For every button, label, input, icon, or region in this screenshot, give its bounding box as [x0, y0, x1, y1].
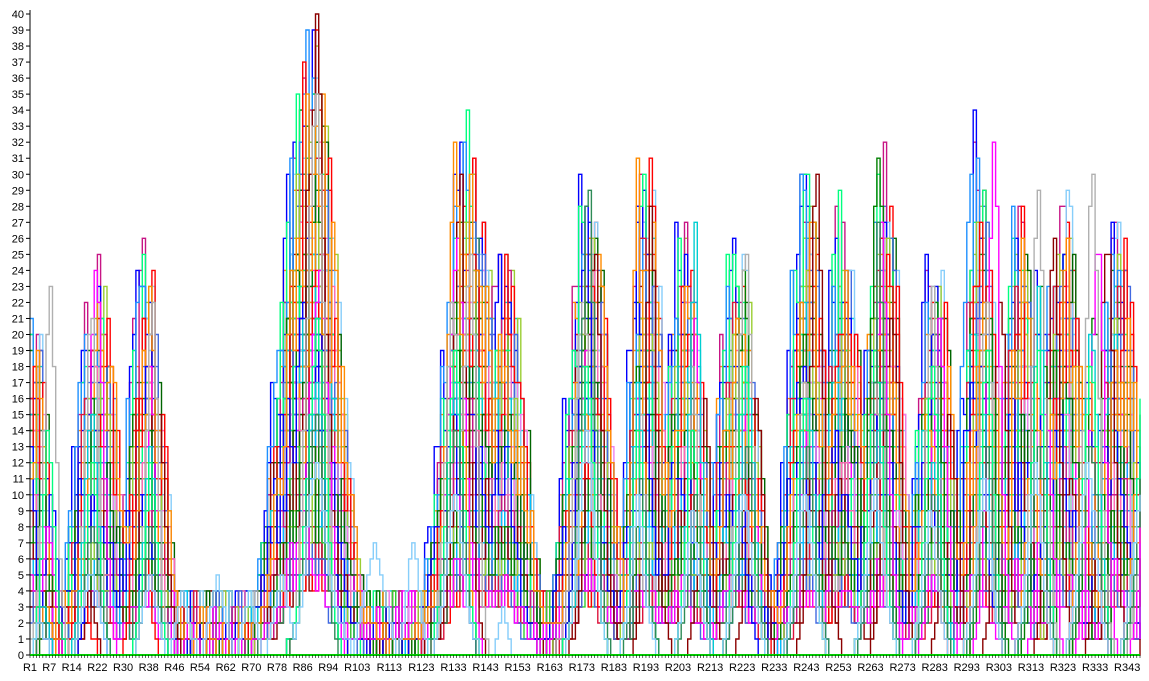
x-tick-label: R153	[504, 662, 530, 674]
y-tick-label: 13	[12, 442, 24, 454]
y-tick-label: 37	[12, 57, 24, 69]
y-tick-label: 24	[12, 265, 24, 277]
y-tick-label: 4	[18, 586, 24, 598]
axis-layer: 0123456789101112131415161718192021222324…	[12, 9, 1141, 674]
x-tick-label: R203	[665, 662, 691, 674]
x-tick-label: R273	[889, 662, 915, 674]
y-tick-label: 40	[12, 9, 24, 21]
x-tick-label: R323	[1050, 662, 1076, 674]
x-tick-label: R30	[113, 662, 133, 674]
x-tick-label: R62	[216, 662, 236, 674]
y-tick-label: 11	[13, 474, 24, 486]
y-tick-label: 29	[12, 185, 24, 197]
x-tick-label: R253	[825, 662, 851, 674]
y-tick-label: 25	[12, 249, 24, 261]
x-tick-label: R163	[537, 662, 563, 674]
x-tick-label: R46	[164, 662, 184, 674]
x-tick-label: R86	[293, 662, 313, 674]
x-tick-label: R173	[569, 662, 595, 674]
x-tick-label: R233	[761, 662, 787, 674]
x-tick-label: R333	[1082, 662, 1108, 674]
y-tick-label: 28	[12, 201, 24, 213]
y-tick-label: 3	[18, 602, 24, 614]
x-tick-label: R133	[440, 662, 466, 674]
series-layer	[30, 13, 1141, 656]
x-tick-label: R313	[1018, 662, 1044, 674]
x-tick-label: R103	[344, 662, 370, 674]
x-tick-label: R263	[857, 662, 883, 674]
y-tick-label: 6	[18, 554, 24, 566]
y-tick-label: 1	[18, 634, 24, 646]
y-tick-label: 27	[12, 217, 24, 229]
x-tick-label: R113	[377, 662, 402, 674]
y-tick-label: 36	[12, 73, 24, 85]
x-tick-label: R14	[62, 662, 82, 674]
y-tick-label: 0	[18, 650, 24, 662]
y-tick-label: 19	[12, 346, 24, 358]
x-tick-label: R283	[922, 662, 948, 674]
y-tick-label: 16	[12, 394, 24, 406]
y-tick-label: 17	[12, 378, 24, 390]
y-tick-label: 18	[12, 362, 24, 374]
y-tick-label: 32	[12, 137, 24, 149]
y-tick-label: 38	[12, 41, 24, 53]
x-tick-label: R143	[472, 662, 498, 674]
y-tick-label: 39	[12, 25, 24, 37]
x-tick-label: R223	[729, 662, 755, 674]
y-tick-label: 2	[18, 618, 24, 630]
x-tick-label: R54	[190, 662, 210, 674]
y-tick-label: 26	[12, 233, 24, 245]
x-tick-label: R123	[408, 662, 434, 674]
y-tick-label: 33	[12, 121, 24, 133]
x-tick-label: R183	[601, 662, 627, 674]
y-tick-label: 34	[12, 105, 24, 117]
y-tick-label: 10	[12, 490, 24, 502]
x-tick-label: R38	[139, 662, 159, 674]
x-tick-label: R293	[954, 662, 980, 674]
y-tick-label: 35	[12, 89, 24, 101]
x-tick-label: R70	[241, 662, 261, 674]
y-tick-label: 12	[12, 458, 24, 470]
x-tick-label: R78	[267, 662, 287, 674]
x-tick-label: R22	[87, 662, 107, 674]
x-tick-label: R7	[42, 662, 56, 674]
y-tick-label: 20	[12, 330, 24, 342]
y-tick-label: 8	[18, 522, 24, 534]
y-tick-label: 5	[18, 570, 24, 582]
y-tick-label: 14	[12, 426, 24, 438]
y-tick-label: 31	[12, 153, 24, 165]
y-tick-label: 15	[12, 410, 24, 422]
x-tick-label: R343	[1114, 662, 1140, 674]
x-tick-label: R303	[986, 662, 1012, 674]
x-tick-label: R94	[318, 662, 338, 674]
x-tick-label: R193	[633, 662, 659, 674]
y-tick-label: 22	[12, 297, 24, 309]
y-tick-label: 9	[18, 506, 24, 518]
y-tick-label: 23	[12, 281, 24, 293]
x-tick-label: R1	[23, 662, 37, 674]
y-tick-label: 30	[12, 169, 24, 181]
y-tick-label: 7	[18, 538, 24, 550]
x-tick-label: R243	[793, 662, 819, 674]
x-tick-label: R213	[697, 662, 723, 674]
series-line-10	[30, 429, 1141, 656]
y-tick-label: 21	[12, 313, 24, 325]
